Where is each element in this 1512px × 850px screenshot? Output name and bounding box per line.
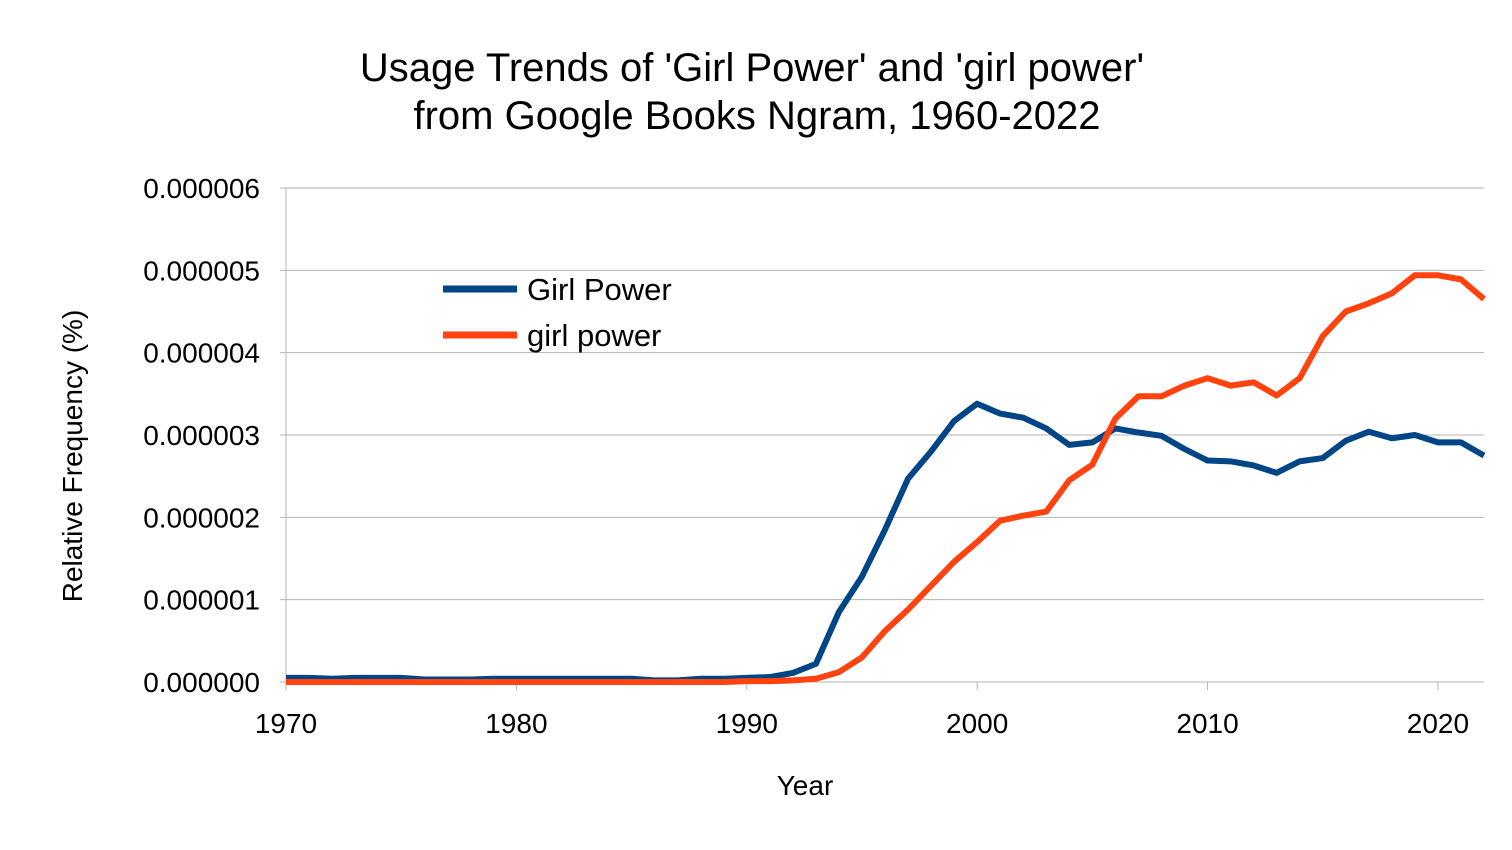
legend: Girl Power girl power [443,272,672,353]
y-tick-label-2: 0.000002 [143,502,260,533]
x-tick-label-1: 1980 [485,708,547,739]
x-tick-label-3: 2000 [946,708,1008,739]
y-tick-label-4: 0.000004 [143,338,260,369]
x-axis-label: Year [777,770,834,801]
series-line-1 [286,272,1486,685]
axes [280,187,1484,690]
y-tick-label-3: 0.000003 [143,420,260,451]
legend-label-0: Girl Power [527,272,672,307]
x-tick-label-0: 1970 [255,708,317,739]
y-tick-label-1: 0.000001 [143,585,260,616]
y-tick-label-5: 0.000005 [143,255,260,286]
y-tick-labels: 0.000000 0.000001 0.000002 0.000003 0.000004… [143,173,260,698]
x-tick-labels: 1970 1980 1990 2000 2010 2020 [255,708,1469,739]
x-tick-label-5: 2020 [1407,708,1469,739]
y-tick-label-0: 0.000000 [143,667,260,698]
chart-title-line-1: Usage Trends of 'Girl Power' and 'girl p… [360,46,1144,90]
grid-lines [286,187,1484,683]
x-tick-label-2: 1990 [716,708,778,739]
x-tick-label-4: 2010 [1176,708,1238,739]
series-lines [286,272,1486,685]
y-axis-label: Relative Frequency (%) [57,310,88,603]
legend-label-1: girl power [527,318,661,353]
y-tick-label-6: 0.000006 [143,173,260,204]
series-line-0 [286,400,1486,684]
chart-title-line-2: from Google Books Ngram, 1960-2022 [413,94,1100,138]
